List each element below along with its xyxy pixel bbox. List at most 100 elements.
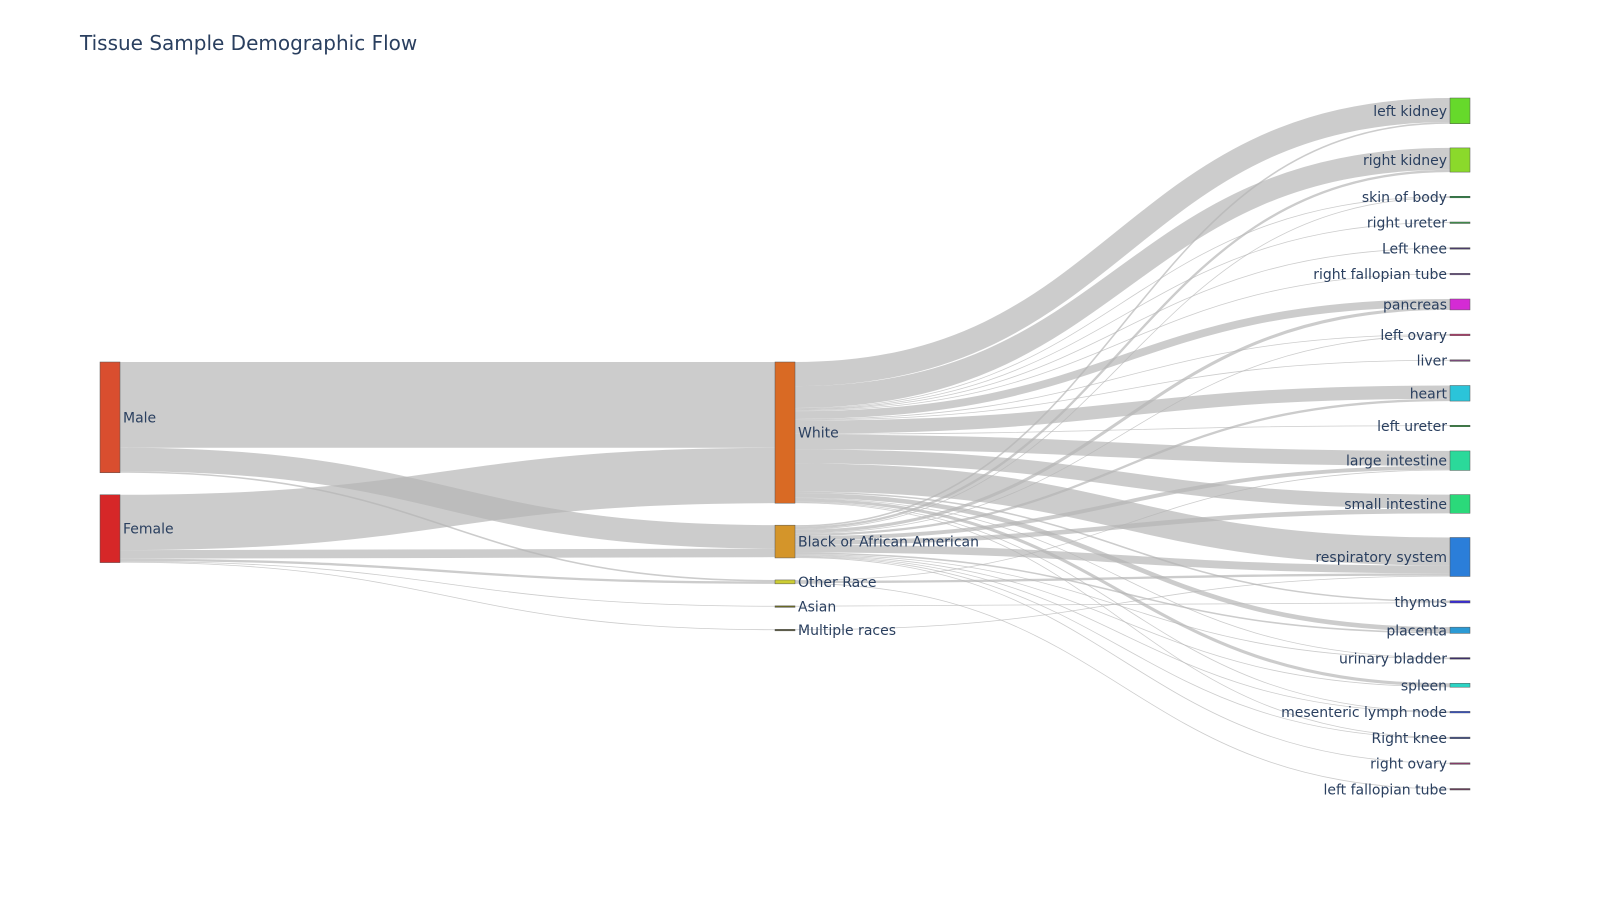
node-mln[interactable]: [1449, 711, 1471, 714]
node-label-plac: placenta: [1386, 623, 1447, 639]
link-white-to-skin[interactable]: [794, 196, 1451, 409]
link-black-to-spl[interactable]: [794, 554, 1451, 688]
node-lknee[interactable]: [1449, 247, 1471, 250]
node-label-mln: mesenteric lymph node: [1281, 705, 1447, 721]
link-white-to-resp[interactable]: [794, 463, 1451, 566]
link-white-to-lkid[interactable]: [794, 98, 1451, 387]
link-black-to-lkid[interactable]: [794, 122, 1451, 527]
link-other-to-resp[interactable]: [794, 573, 1451, 584]
link-female-to-multi[interactable]: [119, 561, 776, 631]
node-rknee[interactable]: [1449, 736, 1471, 739]
link-black-to-lint[interactable]: [794, 465, 1451, 540]
node-label-other: Other Race: [798, 575, 877, 591]
node-rur[interactable]: [1449, 221, 1471, 224]
node-label-skin: skin of body: [1362, 190, 1447, 206]
node-rft[interactable]: [1449, 273, 1471, 276]
node-label-asian: Asian: [798, 600, 836, 616]
chart-title: Tissue Sample Demographic Flow: [79, 31, 417, 55]
node-other[interactable]: [774, 579, 796, 585]
link-other-to-lft[interactable]: [794, 583, 1451, 790]
node-label-rft: right fallopian tube: [1313, 267, 1447, 283]
node-label-rkid: right kidney: [1363, 153, 1447, 169]
link-white-to-liver[interactable]: [794, 359, 1451, 421]
link-white-to-rknee[interactable]: [794, 502, 1451, 738]
link-white-to-rur[interactable]: [794, 221, 1451, 410]
link-white-to-sint[interactable]: [794, 449, 1451, 509]
link-multi-to-resp[interactable]: [794, 575, 1451, 631]
node-white[interactable]: [774, 361, 796, 504]
node-sint[interactable]: [1449, 494, 1471, 514]
node-label-lknee: Left knee: [1382, 241, 1447, 257]
node-asian[interactable]: [774, 605, 796, 608]
node-lur[interactable]: [1449, 425, 1471, 428]
node-label-sint: small intestine: [1344, 497, 1447, 513]
link-black-to-heart[interactable]: [794, 398, 1451, 537]
link-female-to-other[interactable]: [119, 558, 776, 584]
link-white-to-panc[interactable]: [794, 298, 1451, 419]
link-black-to-panc[interactable]: [794, 306, 1451, 533]
node-skin[interactable]: [1449, 196, 1471, 199]
node-female[interactable]: [99, 494, 121, 563]
node-rov[interactable]: [1449, 762, 1471, 765]
link-black-to-rov[interactable]: [794, 557, 1451, 764]
node-label-spl: spleen: [1401, 678, 1447, 694]
node-lint[interactable]: [1449, 450, 1471, 471]
node-liver[interactable]: [1449, 359, 1471, 362]
node-label-thym: thymus: [1395, 595, 1447, 611]
node-label-rknee: Right knee: [1371, 731, 1447, 747]
link-black-to-plac[interactable]: [794, 552, 1451, 634]
node-label-black: Black or African American: [798, 535, 979, 551]
node-male[interactable]: [99, 361, 121, 474]
link-black-to-sint[interactable]: [794, 508, 1451, 545]
link-other-to-lint[interactable]: [794, 469, 1451, 581]
node-label-male: Male: [123, 410, 156, 426]
node-label-female: Female: [123, 522, 174, 538]
link-white-to-lknee[interactable]: [794, 247, 1451, 411]
link-female-to-asian[interactable]: [119, 561, 776, 607]
link-female-to-black[interactable]: [119, 548, 776, 559]
labels-layer: Male Female White Black or African American…: [123, 104, 1448, 798]
node-multi[interactable]: [774, 629, 796, 632]
link-black-to-lov[interactable]: [794, 334, 1451, 534]
node-heart[interactable]: [1449, 385, 1471, 402]
link-black-to-rknee[interactable]: [794, 556, 1451, 739]
link-white-to-rft[interactable]: [794, 273, 1451, 412]
node-label-heart: heart: [1410, 386, 1448, 402]
node-label-lur: left ureter: [1377, 419, 1447, 435]
node-label-white: White: [798, 426, 839, 442]
node-label-lint: large intestine: [1346, 454, 1447, 470]
node-lov[interactable]: [1449, 333, 1471, 336]
node-black[interactable]: [774, 524, 796, 559]
node-label-liver: liver: [1417, 354, 1448, 370]
node-label-resp: respiratory system: [1315, 550, 1447, 566]
link-black-to-mln[interactable]: [794, 555, 1451, 713]
node-lft[interactable]: [1449, 788, 1471, 791]
link-female-to-white[interactable]: [119, 447, 776, 551]
link-white-to-lur[interactable]: [794, 425, 1451, 435]
node-label-lft: left fallopian tube: [1323, 782, 1447, 798]
node-rkid[interactable]: [1449, 147, 1471, 173]
link-white-to-heart[interactable]: [794, 385, 1451, 434]
nodes-layer: [99, 97, 1471, 791]
node-plac[interactable]: [1449, 626, 1471, 634]
node-label-rov: right ovary: [1370, 757, 1447, 773]
node-label-ubl: urinary bladder: [1339, 651, 1447, 667]
link-black-to-skin[interactable]: [794, 197, 1451, 530]
node-label-lkid: left kidney: [1373, 104, 1447, 120]
link-white-to-lov[interactable]: [794, 334, 1451, 420]
link-white-to-rkid[interactable]: [794, 147, 1451, 409]
node-lkid[interactable]: [1449, 97, 1471, 124]
link-white-to-lint[interactable]: [794, 434, 1451, 466]
link-black-to-ubl[interactable]: [794, 554, 1451, 660]
link-black-to-resp[interactable]: [794, 544, 1451, 574]
node-ubl[interactable]: [1449, 657, 1471, 660]
node-label-lov: left ovary: [1380, 328, 1447, 344]
node-thym[interactable]: [1449, 600, 1471, 604]
node-spl[interactable]: [1449, 683, 1471, 688]
node-resp[interactable]: [1449, 537, 1471, 577]
link-black-to-rkid[interactable]: [794, 169, 1451, 530]
link-white-to-thym[interactable]: [794, 491, 1451, 603]
node-panc[interactable]: [1449, 298, 1471, 311]
node-label-rur: right ureter: [1367, 216, 1447, 232]
